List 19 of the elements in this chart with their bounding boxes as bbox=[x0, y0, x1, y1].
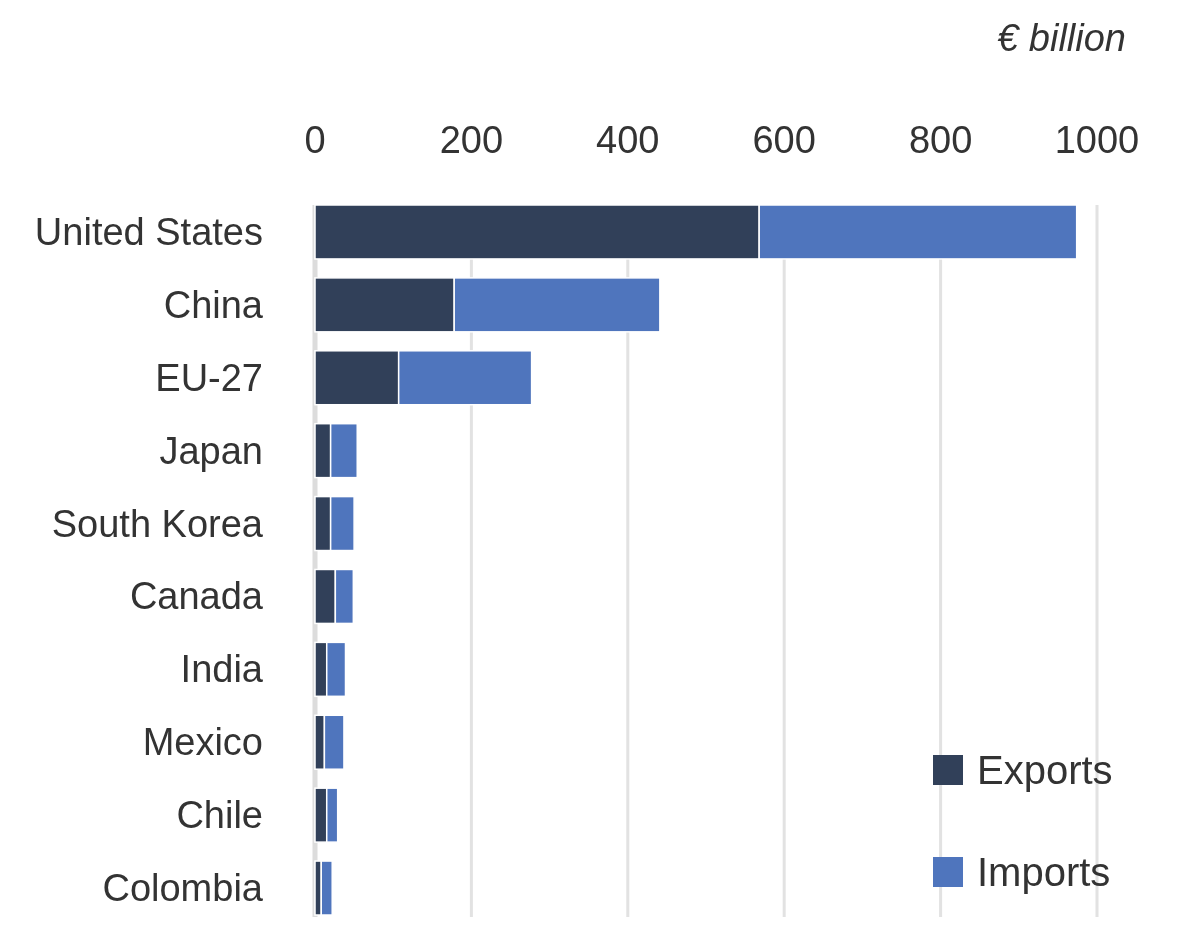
y-tick-label: Mexico bbox=[142, 721, 263, 764]
y-tick-label: India bbox=[180, 648, 264, 691]
y-tick-label: Colombia bbox=[102, 867, 264, 910]
y-tick-label: Japan bbox=[159, 429, 263, 472]
x-tick-label: 1000 bbox=[1054, 119, 1140, 161]
y-tick-label: Chile bbox=[176, 794, 263, 837]
x-tick-label: 600 bbox=[752, 119, 816, 161]
y-tick-label: South Korea bbox=[51, 502, 264, 545]
x-tick-label: 0 bbox=[304, 119, 326, 161]
y-tick-label: Canada bbox=[129, 575, 264, 618]
x-axis-title: € billion bbox=[997, 17, 1126, 59]
y-tick-label: United States bbox=[34, 210, 263, 253]
y-tick-label: China bbox=[163, 283, 264, 326]
x-tick-label: 200 bbox=[439, 119, 504, 161]
x-tick-label: 800 bbox=[908, 119, 973, 161]
legend-label: Exports bbox=[977, 748, 1113, 792]
x-tick-label: 400 bbox=[596, 119, 660, 161]
legend-label: Imports bbox=[977, 850, 1111, 894]
y-tick-label: EU-27 bbox=[155, 356, 263, 399]
